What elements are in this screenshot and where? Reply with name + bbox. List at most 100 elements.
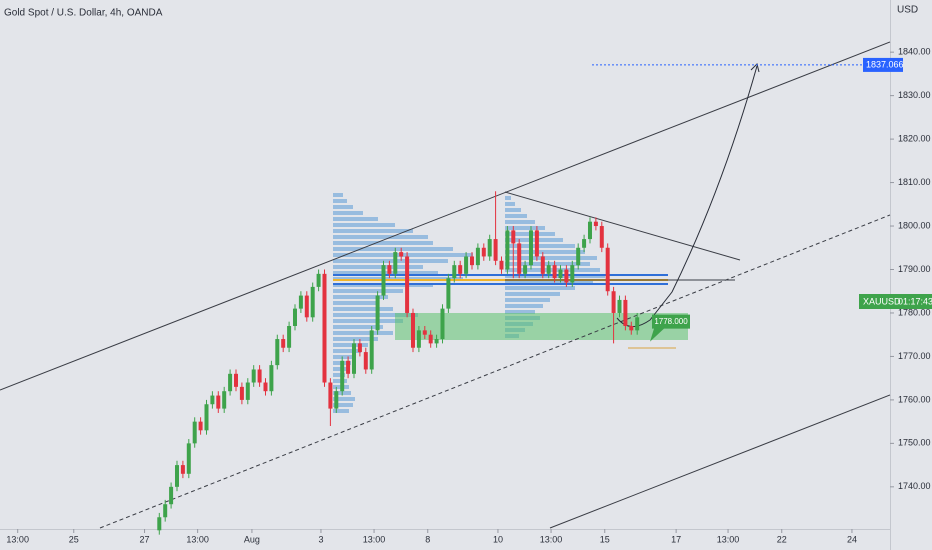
candle-body — [464, 256, 469, 274]
candle-body — [475, 247, 480, 266]
x-tick-label: 13:00 — [540, 534, 563, 544]
candle-body — [540, 256, 545, 274]
candle-body — [552, 265, 557, 279]
demand-zone — [395, 313, 688, 340]
candle-body — [505, 230, 510, 270]
candle-body — [169, 486, 174, 505]
candle-body — [310, 286, 315, 318]
candle-body — [605, 247, 610, 292]
candle-body — [576, 247, 581, 266]
candle-body — [564, 269, 569, 283]
candle-body — [298, 295, 303, 309]
candle-body — [251, 369, 256, 383]
candle-body — [275, 339, 280, 366]
y-tick-label: 1750.00 — [898, 438, 931, 448]
candle-body — [198, 421, 203, 431]
candle-body — [629, 326, 634, 331]
chart-title: Gold Spot / U.S. Dollar, 4h, OANDA — [4, 8, 163, 19]
candle-body — [458, 265, 463, 274]
candle-body — [257, 369, 262, 383]
candle-body — [593, 221, 598, 227]
candle-body — [487, 239, 492, 257]
candle-body — [204, 404, 209, 431]
candle-body — [287, 326, 292, 348]
candle-body — [523, 265, 528, 274]
channel-middle — [99, 214, 891, 529]
x-tick-label: 15 — [600, 534, 610, 544]
candle-body — [387, 265, 392, 274]
candle-body — [617, 299, 622, 313]
candle-body — [157, 517, 162, 531]
x-tick-label: 3 — [318, 534, 323, 544]
candle-body — [328, 382, 333, 409]
candle-body — [351, 343, 356, 374]
drawings — [0, 41, 891, 529]
candle-body — [292, 308, 297, 327]
candle-body — [381, 265, 386, 296]
candle-body — [623, 299, 628, 327]
x-tick-label: 17 — [671, 534, 681, 544]
candle-body — [428, 334, 433, 344]
candle-body — [269, 365, 274, 392]
candle-body — [210, 395, 215, 405]
annotation-label: 1778.000 — [654, 317, 688, 326]
candle-body — [446, 278, 451, 309]
candle-body — [233, 373, 238, 387]
candle-body — [245, 382, 250, 400]
candle-body — [517, 243, 522, 274]
candle-body — [635, 317, 640, 331]
candle-body — [511, 230, 516, 244]
candle-body — [558, 269, 563, 279]
candle-body — [493, 239, 498, 261]
candle-body — [263, 382, 268, 392]
candle-body — [422, 330, 427, 335]
candle-body — [334, 391, 339, 409]
y-tick-label: 1760.00 — [898, 394, 931, 404]
x-tick-label: 13:00 — [6, 534, 29, 544]
candle-body — [410, 312, 415, 348]
candle-body — [599, 226, 604, 248]
candle-body — [363, 352, 368, 370]
volume-profile — [333, 193, 473, 413]
candle-body — [405, 256, 410, 313]
y-tick-label: 1830.00 — [898, 90, 931, 100]
candles — [157, 191, 640, 535]
x-tick-label: 13:00 — [186, 534, 209, 544]
candle-body — [163, 504, 168, 518]
x-tick-label: 8 — [425, 534, 430, 544]
currency-label: USD — [897, 5, 918, 16]
symbol-tag — [859, 294, 932, 309]
x-tick-label: 13:00 — [363, 534, 386, 544]
candle-body — [216, 395, 221, 409]
candle-body — [239, 386, 244, 400]
x-tick-label: 10 — [493, 534, 503, 544]
triangle-top — [504, 191, 741, 261]
candle-body — [570, 265, 575, 283]
candle-body — [192, 421, 197, 444]
y-tick-label: 1790.00 — [898, 264, 931, 274]
candle-body — [322, 273, 327, 383]
candle-body — [340, 360, 345, 392]
candle-body — [393, 252, 398, 274]
channel-lower — [549, 394, 891, 529]
candle-body — [357, 343, 362, 353]
arrow-head — [750, 63, 760, 73]
candle-body — [375, 295, 380, 331]
candle-body — [528, 230, 533, 266]
candle-body — [369, 330, 374, 370]
candle-body — [228, 373, 233, 392]
candle-body — [304, 295, 309, 318]
candle-body — [440, 308, 445, 340]
y-tick-label: 1820.00 — [898, 133, 931, 143]
candle-body — [434, 339, 439, 344]
candle-body — [346, 360, 351, 374]
x-tick-label: 22 — [777, 534, 787, 544]
y-tick-label: 1770.00 — [898, 351, 931, 361]
x-tick-label: 25 — [69, 534, 79, 544]
y-tick-label: 1840.00 — [898, 47, 931, 57]
y-tick-label: 1780.00 — [898, 307, 931, 317]
x-tick-label: Aug — [244, 534, 260, 544]
annotation-callout — [650, 314, 690, 342]
